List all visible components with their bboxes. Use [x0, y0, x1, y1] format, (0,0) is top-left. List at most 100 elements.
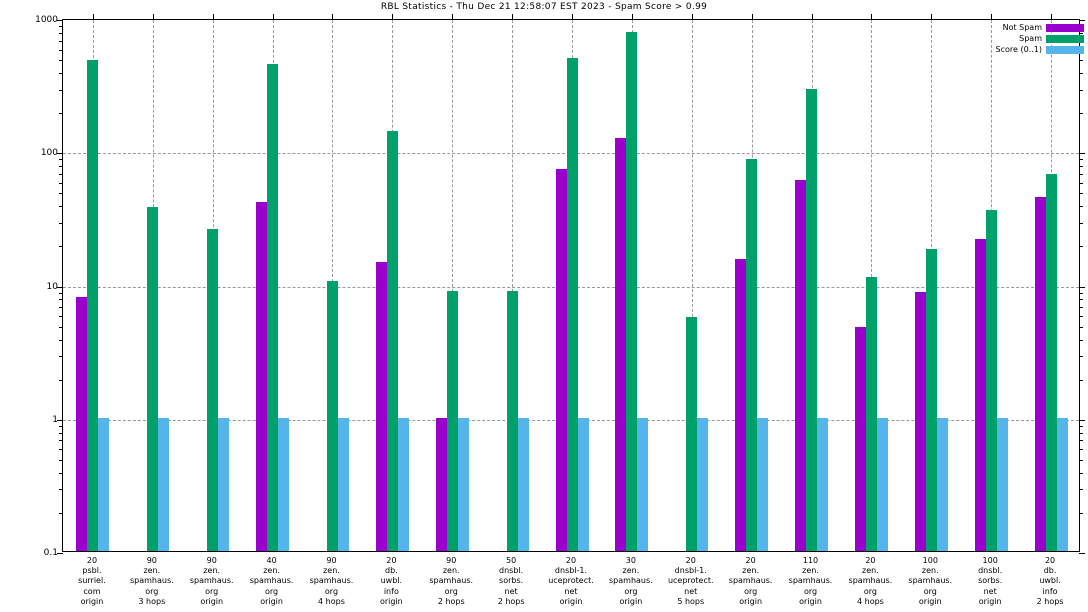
y-tick-label: 10 [46, 281, 58, 292]
bar-spam [806, 88, 818, 551]
bar-group [675, 20, 709, 551]
x-tick [212, 14, 214, 20]
bar-group [256, 20, 290, 551]
bar-score [817, 417, 829, 551]
bar-notspam [76, 297, 88, 551]
y-minor-tick [59, 512, 63, 514]
bar-group [1034, 20, 1068, 551]
y-minor-tick [59, 166, 63, 168]
bar-group [316, 20, 349, 551]
x-tick [332, 14, 334, 20]
y-minor-tick [59, 49, 63, 51]
bar-group [974, 20, 1008, 551]
bar-spam [386, 130, 398, 551]
bar-score [936, 417, 948, 551]
y-minor-tick [59, 379, 63, 381]
x-axis-label: 50 dnsbl. sorbs. net 2 hops [497, 556, 525, 606]
x-axis-label: 20 dnsbl-1. uceprotect. net 5 hops [667, 556, 714, 606]
legend-swatch [1046, 45, 1084, 54]
bar-notspam [435, 417, 447, 551]
bar-score [158, 417, 170, 551]
bar-score [577, 417, 589, 551]
y-minor-tick [59, 326, 63, 328]
y-minor-tick [59, 459, 63, 461]
y-minor-tick-right [1079, 32, 1083, 34]
y-tick-right [1079, 20, 1085, 21]
y-tick [57, 153, 63, 155]
y-tick-label: 1000 [35, 15, 58, 25]
y-minor-tick-right [1079, 307, 1083, 309]
legend-label: Not Spam [1002, 23, 1042, 32]
y-minor-tick [59, 193, 63, 195]
legend-item: Spam [996, 33, 1084, 44]
x-axis-label: 100 dnsbl. sorbs. net origin [978, 556, 1003, 606]
y-minor-tick [59, 356, 63, 358]
y-minor-tick [59, 159, 63, 161]
x-tick [512, 14, 514, 20]
y-minor-tick-right [1079, 206, 1083, 208]
bar-spam [446, 291, 458, 551]
y-minor-tick [59, 32, 63, 34]
y-minor-tick-right [1079, 73, 1083, 75]
legend-item: Not Spam [996, 22, 1084, 33]
y-minor-tick [59, 339, 63, 341]
bar-spam [626, 31, 638, 551]
y-minor-tick [59, 472, 63, 474]
vertical-gridline [512, 20, 514, 551]
y-minor-tick-right [1079, 339, 1083, 341]
bar-notspam [375, 261, 387, 551]
y-minor-tick-right [1079, 489, 1083, 491]
y-tick [57, 20, 63, 21]
y-tick [57, 553, 63, 554]
bar-group [735, 20, 769, 551]
bar-notspam [1034, 197, 1046, 551]
x-axis-label: 40 zen. spamhaus. org origin [249, 556, 294, 606]
bar-score [278, 417, 290, 551]
x-axis-label: 30 zen. spamhaus. org origin [609, 556, 653, 606]
bar-spam [506, 291, 518, 551]
y-tick-right [1079, 286, 1085, 288]
y-minor-tick-right [1079, 356, 1083, 358]
bar-group [555, 20, 589, 551]
y-minor-tick-right [1079, 246, 1083, 248]
x-axis-label: 90 zen. spamhaus. org 3 hops [129, 556, 174, 606]
bar-score [397, 417, 409, 551]
bar-group [615, 20, 649, 551]
x-tick [272, 14, 274, 20]
legend-item: Score (0..1) [996, 44, 1084, 55]
bar-score [996, 417, 1008, 551]
bar-spam [207, 229, 219, 551]
plot-area: 1000 100 10 1 0.1 [35, 14, 1085, 558]
y-tick-label: 100 [40, 148, 58, 159]
bar-score [1056, 417, 1068, 551]
y-minor-tick [59, 307, 63, 309]
bar-score [757, 417, 769, 551]
y-tick-right [1079, 553, 1085, 554]
bar-notspam [854, 326, 866, 551]
bar-spam [985, 210, 997, 551]
x-axis-label: 20 db. uwbl. info 2 hops [1036, 556, 1064, 606]
chart-legend: Not Spam Spam Score (0..1) [996, 22, 1084, 55]
x-axis-label: 20 db. uwbl. info origin [379, 556, 403, 606]
x-tick [1051, 14, 1053, 20]
x-tick [152, 14, 154, 20]
y-minor-tick [59, 206, 63, 208]
y-minor-tick [59, 89, 63, 91]
bar-score [457, 417, 469, 551]
y-tick-label: 1 [52, 414, 58, 425]
x-axis-label: 20 zen. spamhaus. org origin [728, 556, 773, 606]
bar-notspam [974, 238, 986, 551]
bar-spam [267, 64, 279, 551]
x-tick [631, 14, 633, 20]
bar-score [337, 417, 349, 551]
y-minor-tick [59, 60, 63, 62]
y-minor-tick [59, 113, 63, 115]
y-minor-tick-right [1079, 222, 1083, 224]
y-minor-tick [59, 489, 63, 491]
y-minor-tick [59, 292, 63, 294]
y-minor-tick [59, 440, 63, 442]
bar-score [876, 417, 888, 551]
x-axis-labels: 20 psbl. surriel. com origin 90 zen. spam… [62, 556, 1080, 612]
y-minor-tick-right [1079, 459, 1083, 461]
